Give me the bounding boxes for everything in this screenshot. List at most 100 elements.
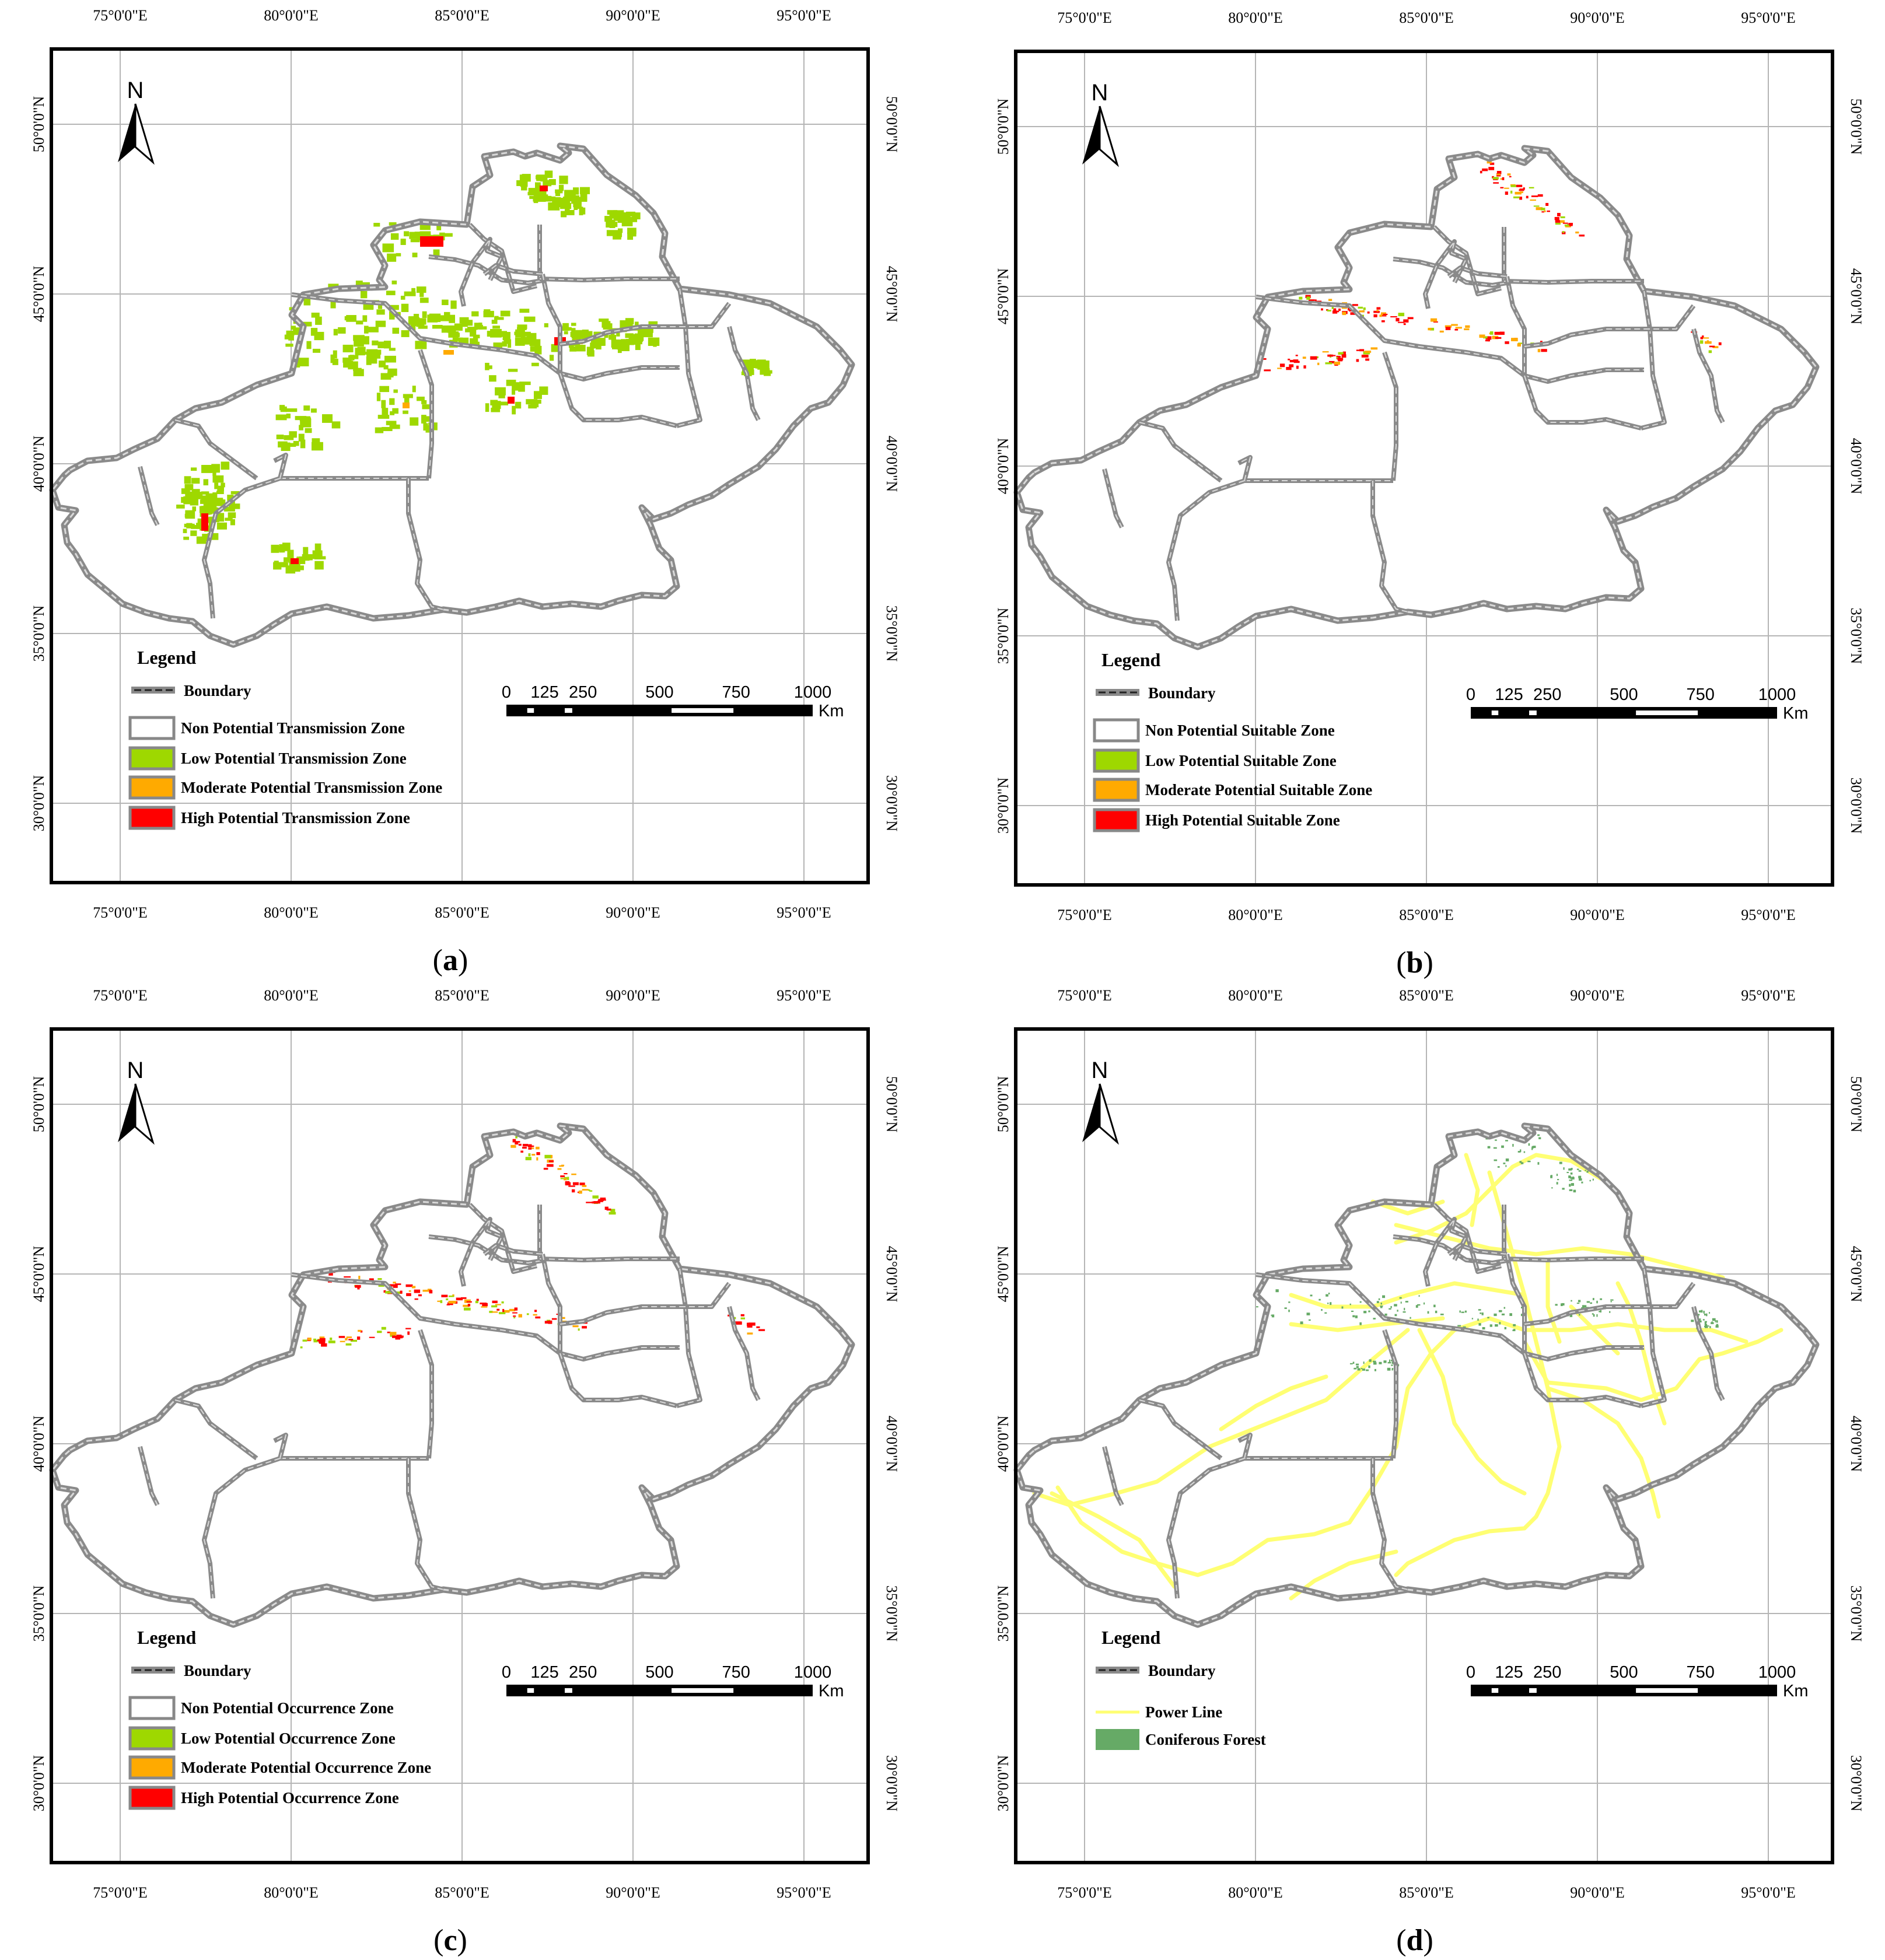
zone-streak xyxy=(369,1278,374,1281)
low-zone-cell xyxy=(191,489,200,493)
lon-label-bottom: 75°0'0"E xyxy=(93,1884,148,1901)
internal-boundary-dash-10 xyxy=(1524,375,1642,429)
low-zone-cell xyxy=(228,512,236,519)
caption-open: ( xyxy=(1396,1924,1406,1957)
low-zone-cell xyxy=(360,290,368,299)
zone-streak xyxy=(1519,189,1524,191)
lon-label-bottom: 85°0'0"E xyxy=(435,904,489,921)
forest-cell xyxy=(1359,1322,1362,1325)
forest-cell xyxy=(1495,1324,1498,1327)
low-zone-cell xyxy=(366,354,373,359)
zone-streak xyxy=(582,1185,587,1187)
low-zone-cell xyxy=(314,543,321,551)
zone-streak xyxy=(1537,194,1543,197)
zone-streak xyxy=(1500,178,1502,180)
zone-streak xyxy=(728,1314,730,1317)
low-zone-cell xyxy=(601,321,611,328)
low-zone-cell xyxy=(383,341,391,349)
internal-boundary-dash-3 xyxy=(460,239,502,307)
zone-streak xyxy=(1562,222,1568,224)
zone-streak xyxy=(1342,351,1346,355)
zone-streak xyxy=(557,1168,562,1170)
forest-cell xyxy=(1349,1303,1351,1306)
zone-streak xyxy=(446,1298,449,1301)
forest-cell xyxy=(1586,1171,1589,1173)
scale-tick-label: 1000 xyxy=(794,683,832,702)
low-zone-cell xyxy=(202,510,211,515)
low-zone-cell xyxy=(212,492,218,501)
low-zone-cell xyxy=(622,342,634,345)
forest-cell xyxy=(1363,1362,1365,1364)
internal-boundary-dash-2 xyxy=(1433,226,1502,295)
forest-cell xyxy=(1369,1359,1372,1362)
lat-label-left: 35°0'0"N xyxy=(30,1586,47,1642)
low-zone-cell xyxy=(314,556,326,560)
zone-streak xyxy=(414,1289,421,1293)
forest-cell xyxy=(1356,1366,1358,1368)
zone-streak xyxy=(1699,340,1704,344)
lon-label-top: 80°0'0"E xyxy=(264,987,319,1004)
forest-cell xyxy=(1600,1298,1603,1300)
zone-streak xyxy=(1520,191,1523,194)
forest-cell xyxy=(1581,1181,1583,1184)
zone-streak xyxy=(1365,358,1370,361)
internal-boundary-dash-0 xyxy=(291,294,680,380)
zone-streak xyxy=(463,1307,471,1311)
forest-cell xyxy=(1440,1313,1444,1315)
low-zone-cell xyxy=(520,331,531,337)
forest-cell xyxy=(1471,1318,1474,1320)
zone-streak xyxy=(1709,345,1715,348)
low-zone-cell xyxy=(381,400,386,408)
low-zone-cell xyxy=(450,332,460,337)
zone-streak xyxy=(1439,330,1444,333)
zone-streak xyxy=(1492,177,1499,180)
zone-streak xyxy=(502,1308,505,1312)
zone-streak xyxy=(1536,207,1543,211)
low-zone-cell xyxy=(606,220,611,227)
legend-title: Legend xyxy=(137,647,197,668)
low-zone-cell xyxy=(330,300,336,309)
zone-streak xyxy=(377,1331,382,1334)
low-zone-cell xyxy=(390,411,395,415)
low-zone-cell xyxy=(552,197,561,206)
lat-label-right: 45°0'0"N xyxy=(883,1246,900,1303)
forest-cell xyxy=(1563,1167,1565,1170)
zone-streak xyxy=(1336,357,1338,359)
zone-streak xyxy=(406,1293,411,1296)
lat-label-left: 50°0'0"N xyxy=(30,1076,47,1133)
legend-swatch-3 xyxy=(1093,808,1140,832)
lat-label-right: 45°0'0"N xyxy=(1848,268,1865,325)
forest-cell xyxy=(1586,1301,1590,1303)
zone-streak xyxy=(467,1304,471,1307)
low-zone-cell xyxy=(221,461,230,470)
moderate-zone-cell xyxy=(443,350,454,355)
zone-streak xyxy=(317,1339,319,1342)
forest-cell xyxy=(1288,1301,1291,1303)
zone-streak xyxy=(1288,358,1291,360)
zone-streak xyxy=(502,1310,510,1313)
low-zone-cell xyxy=(573,187,579,195)
zone-streak xyxy=(758,1329,765,1331)
low-zone-cell xyxy=(276,434,284,440)
internal-boundary-dash-16 xyxy=(408,478,444,610)
low-zone-cell xyxy=(421,415,426,424)
power-line-10 xyxy=(1487,1170,1550,1391)
low-zone-cell xyxy=(356,320,363,325)
zone-streak xyxy=(313,1339,318,1343)
zone-streak xyxy=(466,1301,473,1303)
low-zone-cell xyxy=(529,195,536,200)
zone-streak xyxy=(1489,162,1495,165)
scale-tick-label: 500 xyxy=(1610,685,1638,704)
forest-cell xyxy=(1697,1318,1701,1320)
zone-streak xyxy=(1379,314,1382,317)
forest-cell xyxy=(1706,1313,1708,1317)
zone-streak xyxy=(348,1339,354,1340)
forest-cell xyxy=(1610,1299,1614,1301)
zone-streak xyxy=(1487,160,1492,164)
scale-bar-gap-0 xyxy=(527,1688,534,1693)
forest-cell xyxy=(1499,1322,1501,1325)
zone-streak xyxy=(512,1312,517,1314)
zone-streak xyxy=(536,1146,540,1150)
axis-labels: 75°0'0"E 75°0'0"E 80°0'0"E 80°0'0"E 85°0'0"E… xyxy=(30,7,900,921)
zone-streak xyxy=(1356,359,1359,362)
